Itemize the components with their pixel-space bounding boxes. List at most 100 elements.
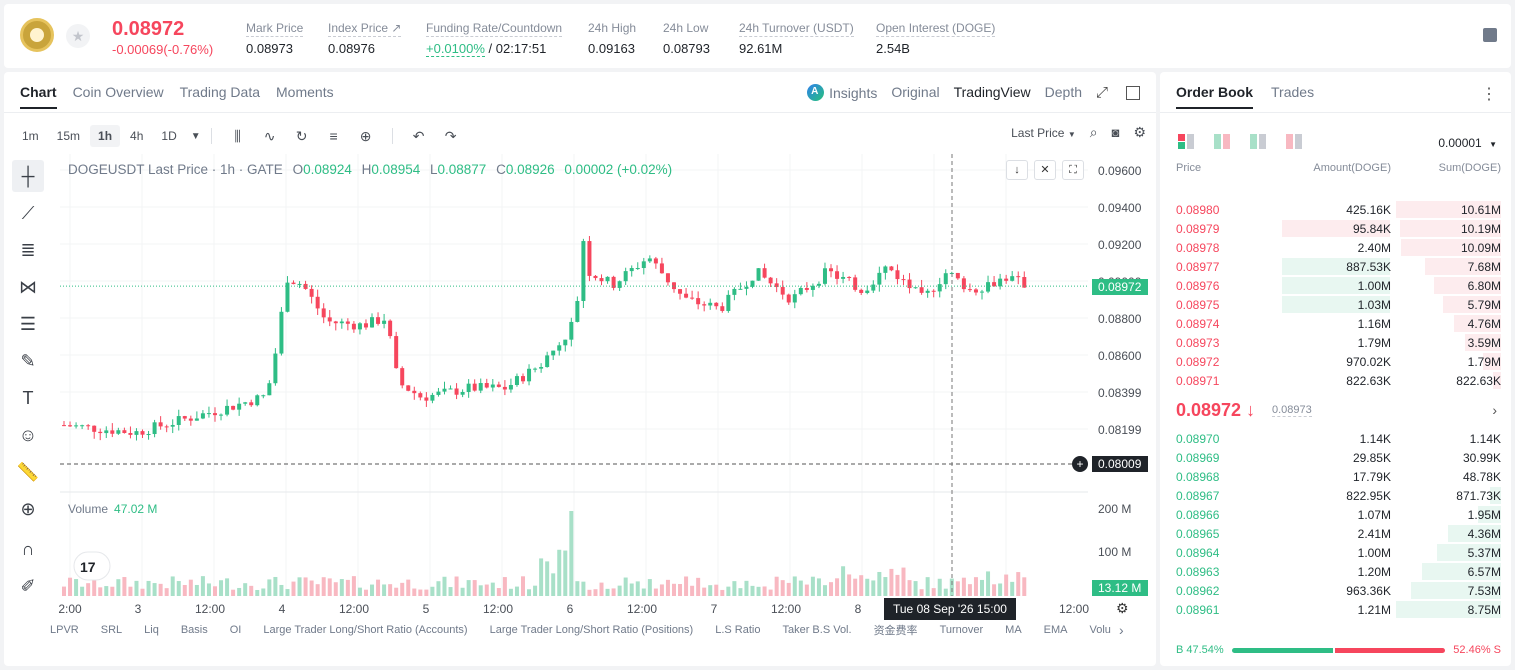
indicator-basis[interactable]: Basis	[180, 624, 208, 636]
pattern-tool-icon[interactable]: ⋈	[19, 277, 37, 297]
ask-row[interactable]: 0.08976 1.00M 6.80M	[1176, 277, 1501, 294]
tab-order-book[interactable]: Order Book	[1176, 84, 1254, 109]
timeframe-dropdown-icon[interactable]: ▼	[190, 130, 201, 142]
time-axis[interactable]: 2:00 3 12:00 4 12:00 5 12:00 6 12:00 7 1…	[58, 598, 1090, 620]
maximize-icon[interactable]	[1126, 86, 1140, 100]
timeframe-15m[interactable]: 15m	[56, 129, 81, 143]
indicator-turnover[interactable]: Turnover	[939, 624, 984, 636]
indicator-large-trader-accounts[interactable]: Large Trader Long/Short Ratio (Accounts)	[263, 624, 468, 636]
tab-insights[interactable]: Insights	[807, 84, 877, 101]
indicator-liq[interactable]: Liq	[144, 624, 159, 636]
tab-coin-overview[interactable]: Coin Overview	[72, 84, 164, 100]
tab-chart[interactable]: Chart	[20, 84, 57, 109]
chevron-right-icon[interactable]: ›	[1492, 402, 1497, 418]
tab-depth[interactable]: Depth	[1044, 84, 1082, 100]
bid-row[interactable]: 0.08961 1.21M 8.75M	[1176, 601, 1501, 618]
notebook-icon[interactable]	[1483, 28, 1497, 42]
layout-bids-icon[interactable]	[1250, 134, 1266, 150]
bid-row[interactable]: 0.08968 17.79K 48.78K	[1176, 470, 1501, 484]
fullscreen-icon[interactable]: ⛶	[1062, 160, 1084, 180]
ask-row[interactable]: 0.08979 95.84K 10.19M	[1176, 220, 1501, 237]
stat-index-price[interactable]: Index Price ↗ 0.08976	[328, 21, 402, 56]
camera-icon[interactable]: ◙	[1111, 125, 1120, 140]
axis-settings-icon[interactable]: ⚙	[1116, 600, 1129, 616]
bid-row[interactable]: 0.08965 2.41M 4.36M	[1176, 525, 1501, 542]
layout-both-icon[interactable]	[1178, 134, 1194, 150]
stat-mark-price[interactable]: Mark Price 0.08973	[246, 21, 304, 56]
indicators-icon[interactable]: ∿	[263, 127, 276, 144]
indicator-srl[interactable]: SRL	[100, 624, 123, 636]
scroll-right-chevron-icon[interactable]: ›	[1118, 622, 1124, 638]
ask-row[interactable]: 0.08971 822.63K 822.63K	[1176, 372, 1501, 389]
chart-tabs: Chart Coin Overview Trading Data Moments	[20, 84, 334, 109]
ask-row[interactable]: 0.08972 970.02K 1.79M	[1176, 353, 1501, 370]
templates-icon[interactable]: ≡	[329, 128, 338, 144]
fib-tool-icon[interactable]: ☰	[19, 314, 37, 334]
ask-row[interactable]: 0.08977 887.53K 7.68M	[1176, 258, 1501, 275]
ticker-bar: ★ 0.08972 -0.00069(-0.76%) Mark Price 0.…	[4, 4, 1511, 68]
indicator-lpvr[interactable]: LPVR	[50, 624, 79, 636]
bid-row[interactable]: 0.08962 963.36K 7.53M	[1176, 582, 1501, 599]
text-tool-icon[interactable]: T	[22, 388, 34, 408]
trend-line-tool-icon[interactable]: ⟋	[21, 203, 35, 223]
add-indicator-icon[interactable]: ⊕	[359, 127, 372, 144]
undo-icon[interactable]: ↶	[412, 127, 425, 144]
scroll-down-icon[interactable]: ↓	[1006, 160, 1028, 180]
search-icon[interactable]: ⌕	[1089, 124, 1098, 140]
candlestick-chart[interactable]: 17	[60, 154, 1088, 596]
favorite-star-icon[interactable]: ★	[66, 24, 90, 48]
timeframe-1m[interactable]: 1m	[22, 129, 39, 143]
settings-gear-icon[interactable]: ⚙	[1133, 124, 1146, 140]
bid-row[interactable]: 0.08966 1.07M 1.95M	[1176, 506, 1501, 523]
tab-tradingview[interactable]: TradingView	[953, 84, 1031, 100]
tab-moments[interactable]: Moments	[276, 84, 334, 100]
expand-icon[interactable]: ⤢	[1095, 84, 1108, 101]
collapse-icon[interactable]: ✕	[1034, 160, 1056, 180]
bid-row[interactable]: 0.08963 1.20M 6.57M	[1176, 563, 1501, 580]
indicator-ema[interactable]: EMA	[1043, 624, 1068, 636]
crosshair-tool-icon[interactable]: ┼	[12, 160, 44, 192]
indicator-funding-rate[interactable]: 资金费率	[873, 625, 918, 637]
tab-trades[interactable]: Trades	[1271, 84, 1315, 100]
indicator-volume[interactable]: Volu	[1089, 624, 1111, 636]
emoji-tool-icon[interactable]: ☺	[18, 425, 38, 445]
ask-row[interactable]: 0.08973 1.79M 3.59M	[1176, 334, 1501, 351]
bid-row[interactable]: 0.08970 1.14K 1.14K	[1176, 432, 1501, 446]
brush-tool-icon[interactable]: ✎	[20, 351, 36, 371]
horizontal-lines-tool-icon[interactable]: ≣	[20, 240, 36, 260]
layout-asks-icon[interactable]	[1286, 134, 1302, 150]
price-axis[interactable]: 0.09600 0.09400 0.09200 0.09000 0.08800 …	[1072, 154, 1152, 654]
ruler-tool-icon[interactable]: 📏	[16, 462, 40, 482]
price-source-select[interactable]: Last Price ▼	[1011, 125, 1076, 140]
bid-row[interactable]: 0.08969 29.85K 30.99K	[1176, 451, 1501, 465]
add-order-plus-icon[interactable]: +	[1072, 456, 1088, 472]
layout-split-icon[interactable]	[1214, 134, 1230, 150]
precision-select[interactable]: 0.00001 ▼	[1438, 136, 1497, 150]
timeframe-1h[interactable]: 1h	[90, 125, 121, 147]
zoom-in-tool-icon[interactable]: ⊕	[20, 499, 36, 519]
indicator-ls-ratio[interactable]: L.S Ratio	[715, 624, 761, 636]
more-options-icon[interactable]: ⋮	[1481, 86, 1497, 103]
indicator-ma[interactable]: MA	[1005, 624, 1022, 636]
ask-row[interactable]: 0.08974 1.16M 4.76M	[1176, 315, 1501, 332]
indicator-large-trader-positions[interactable]: Large Trader Long/Short Ratio (Positions…	[489, 624, 694, 636]
bid-row[interactable]: 0.08967 822.95K 871.73K	[1176, 487, 1501, 504]
stat-24h-high: 24h High 0.09163	[588, 21, 637, 56]
timeframe-1d[interactable]: 1D	[161, 129, 177, 143]
ask-row[interactable]: 0.08980 425.16K 10.61M	[1176, 201, 1501, 218]
tab-trading-data[interactable]: Trading Data	[179, 84, 261, 100]
indicator-oi[interactable]: OI	[229, 624, 242, 636]
redo-icon[interactable]: ↷	[444, 127, 457, 144]
ask-row[interactable]: 0.08975 1.03M 5.79M	[1176, 296, 1501, 313]
ask-row[interactable]: 0.08978 2.40M 10.09M	[1176, 239, 1501, 256]
pencil-lock-tool-icon[interactable]: ✐	[20, 576, 36, 596]
indicator-taker-bs-vol[interactable]: Taker B.S Vol.	[782, 624, 852, 636]
tab-original[interactable]: Original	[891, 84, 940, 100]
stat-funding-rate[interactable]: Funding Rate/Countdown +0.0100% / 02:17:…	[426, 21, 563, 57]
magnet-tool-icon[interactable]: ∩	[21, 539, 35, 559]
candle-type-icon[interactable]: ⫼	[234, 127, 241, 144]
compare-icon[interactable]: ↻	[295, 127, 308, 144]
timeframe-4h[interactable]: 4h	[130, 129, 144, 143]
buy-sell-ratio: B 47.54% 52.46% S	[1176, 644, 1501, 656]
bid-row[interactable]: 0.08964 1.00M 5.37M	[1176, 544, 1501, 561]
